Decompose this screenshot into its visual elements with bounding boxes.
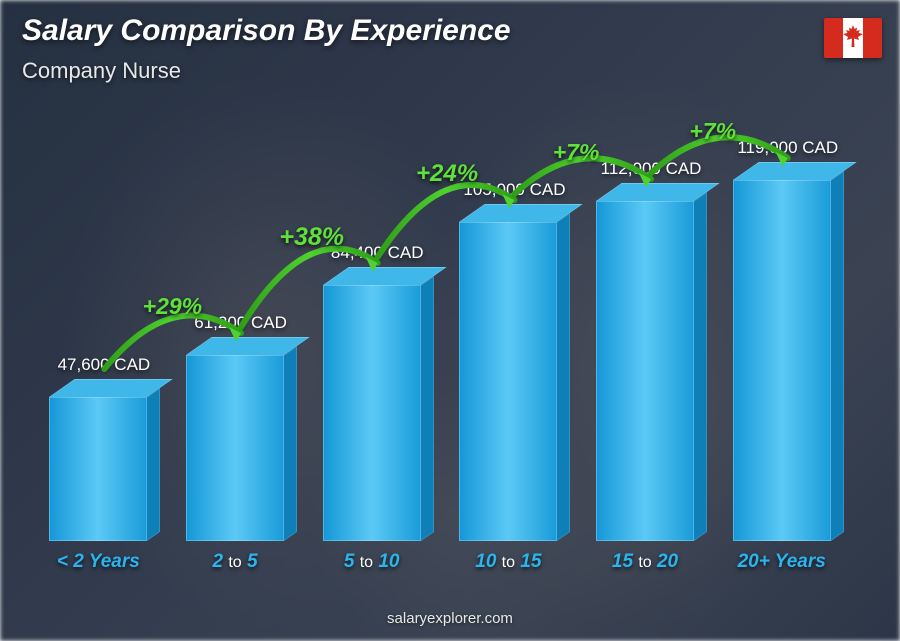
bar-value-label: 119,000 CAD <box>737 138 838 158</box>
bar: 119,000 CAD <box>733 180 831 541</box>
bar: 84,400 CAD <box>323 285 421 541</box>
bar-side <box>147 388 160 541</box>
bar-front <box>323 285 421 541</box>
bar-side <box>421 276 434 541</box>
bar-value-label: 112,000 CAD <box>601 159 702 179</box>
country-flag-icon <box>824 18 882 58</box>
stage: Salary Comparison By Experience Company … <box>0 0 900 641</box>
x-axis-label: < 2 Years <box>30 551 167 573</box>
bar-value-label: 84,400 CAD <box>331 243 424 263</box>
x-axis-label: 5 to 10 <box>303 551 440 573</box>
bar-slot: 105,000 CAD <box>440 120 577 541</box>
x-axis-label: 20+ Years <box>713 551 850 573</box>
bar-side <box>831 171 844 541</box>
bar: 105,000 CAD <box>459 222 557 541</box>
page-subtitle: Company Nurse <box>22 58 181 84</box>
bar-front <box>49 397 147 541</box>
bar-side <box>694 192 707 541</box>
footer-credit: salaryexplorer.com <box>0 610 900 627</box>
bar-slot: 84,400 CAD <box>303 120 440 541</box>
bar-front <box>733 180 831 541</box>
bar-slot: 112,000 CAD <box>577 120 714 541</box>
bar-value-label: 47,600 CAD <box>58 355 151 375</box>
bar-slot: 119,000 CAD <box>713 120 850 541</box>
bars-container: 47,600 CAD 61,200 CAD 84,400 CAD 105,000 CA… <box>30 120 850 541</box>
bar-chart: 47,600 CAD 61,200 CAD 84,400 CAD 105,000 CA… <box>30 120 850 571</box>
bar-side <box>284 346 297 541</box>
bar: 47,600 CAD <box>49 397 147 541</box>
page-title: Salary Comparison By Experience <box>22 14 511 48</box>
x-labels: < 2 Years2 to 55 to 1010 to 1515 to 2020… <box>30 551 850 573</box>
bar: 112,000 CAD <box>596 201 694 541</box>
flag-band-right <box>863 18 882 58</box>
bar-value-label: 105,000 CAD <box>463 180 565 200</box>
bar-front <box>186 355 284 541</box>
bar: 61,200 CAD <box>186 355 284 541</box>
bar-slot: 47,600 CAD <box>30 120 167 541</box>
bar-front <box>596 201 694 541</box>
flag-band-left <box>824 18 843 58</box>
x-axis-label: 10 to 15 <box>440 551 577 573</box>
bar-side <box>557 213 570 541</box>
bar-value-label: 61,200 CAD <box>194 313 287 333</box>
maple-leaf-icon <box>843 25 863 51</box>
x-axis-label: 15 to 20 <box>577 551 714 573</box>
bar-front <box>459 222 557 541</box>
x-axis-label: 2 to 5 <box>167 551 304 573</box>
bar-slot: 61,200 CAD <box>167 120 304 541</box>
